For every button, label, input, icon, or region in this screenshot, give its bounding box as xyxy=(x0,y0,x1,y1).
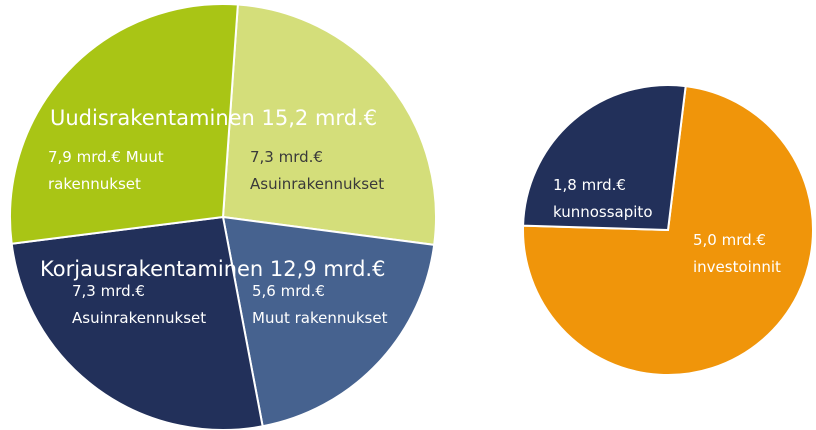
pie-slice xyxy=(221,215,436,428)
slice-label: 7,3 mrd.€ Asuinrakennukset xyxy=(72,278,206,332)
category-label: Asuinrakennukset xyxy=(250,175,385,193)
value-label: 1,8 mrd.€ xyxy=(553,176,626,194)
value-label: 5,0 mrd.€ xyxy=(693,231,766,249)
slice-label: 7,3 mrd.€ Asuinrakennukset xyxy=(250,144,410,198)
value-label: 7,3 mrd.€ xyxy=(72,282,145,300)
slice-label: 5,6 mrd.€ Muut rakennukset xyxy=(252,278,387,332)
category-label: kunnossapito xyxy=(553,203,653,221)
category-label: investoinnit xyxy=(693,258,781,276)
value-label: 7,3 mrd.€ xyxy=(250,148,323,166)
group-label: Uudisrakentaminen 15,2 mrd.€ xyxy=(50,106,378,130)
slice-label: 1,8 mrd.€ kunnossapito xyxy=(553,172,653,226)
pie-slice xyxy=(9,3,239,245)
slice-label: 7,9 mrd.€ Muut rakennukset xyxy=(48,144,188,198)
group-label: Korjausrakentaminen 12,9 mrd.€ xyxy=(40,257,386,281)
category-label: Asuinrakennukset xyxy=(72,309,207,327)
category-label: Muut rakennukset xyxy=(252,309,388,327)
category-label: Muut rakennukset xyxy=(48,148,164,193)
slice-label: 5,0 mrd.€ investoinnit xyxy=(693,227,781,281)
pie-slice xyxy=(221,3,437,247)
value-label: 7,9 mrd.€ xyxy=(48,148,121,166)
pie-slice xyxy=(522,84,687,232)
value-label: 5,6 mrd.€ xyxy=(252,282,325,300)
